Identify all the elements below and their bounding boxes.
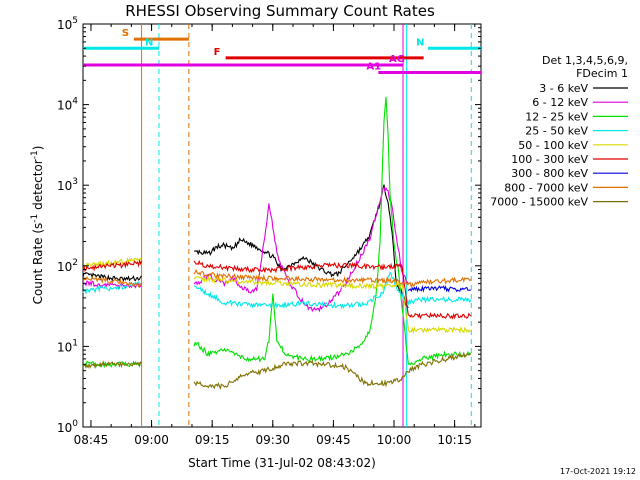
- x-tick-label-1: 09:00: [134, 433, 169, 447]
- y-axis-label-sup1: -1: [30, 214, 40, 223]
- y-tick-base-0: 10: [57, 421, 72, 435]
- plot-frame: [82, 23, 482, 428]
- legend-header-line2: FDecim 1: [576, 67, 628, 80]
- y-tick-exp-5: 5: [72, 16, 78, 26]
- y-axis-label-end: ): [31, 146, 45, 151]
- legend-entry-label-7: 800 - 7000 keV: [504, 181, 588, 194]
- y-tick-label-2: 102: [57, 258, 78, 274]
- legend-header-line1: Det 1,3,4,5,6,9,: [542, 54, 628, 67]
- y-axis-label: Count Rate (s-1 detector-1): [30, 146, 45, 305]
- y-axis-label-main: Count Rate (s: [31, 223, 45, 305]
- y-tick-exp-4: 4: [72, 97, 78, 107]
- flag-label-4: AG: [389, 54, 405, 65]
- y-tick-exp-3: 3: [72, 177, 78, 187]
- legend-entry-label-5: 100 - 300 keV: [511, 153, 588, 166]
- chart-title: RHESSI Observing Summary Count Rates: [125, 2, 435, 20]
- y-tick-exp-1: 1: [72, 338, 78, 348]
- series-lines: [82, 96, 472, 391]
- flag-label-0: S: [122, 28, 129, 39]
- legend-entry-label-8: 7000 - 15000 keV: [490, 196, 588, 209]
- y-axis-label-mid: detector: [31, 159, 45, 214]
- y-tick-base-2: 10: [57, 260, 72, 274]
- y-tick-base-5: 10: [57, 18, 72, 32]
- legend-entry-label-2: 12 - 25 keV: [525, 110, 588, 123]
- x-tick-label-4: 09:45: [316, 433, 351, 447]
- x-tick-label-3: 09:30: [255, 433, 290, 447]
- x-tick-label-2: 09:15: [195, 433, 230, 447]
- y-tick-label-5: 105: [57, 16, 78, 32]
- series-line-3: [82, 271, 472, 310]
- y-tick-base-1: 10: [57, 340, 72, 354]
- y-tick-exp-0: 0: [72, 419, 78, 429]
- flag-bars: S N N F AG A1: [83, 28, 481, 75]
- x-tick-label-5: 10:00: [377, 433, 412, 447]
- series-line-8: [82, 351, 471, 391]
- y-axis-label-sup2: -1: [30, 150, 40, 159]
- flag-label-3: F: [214, 47, 221, 58]
- series-line-0: [82, 184, 409, 309]
- x-tick-label-0: 08:45: [74, 433, 109, 447]
- series-line-5: [82, 258, 472, 320]
- series-line-7: [82, 268, 472, 289]
- flag-label-2: N: [416, 37, 424, 48]
- vertical-markers: [141, 24, 472, 427]
- y-tick-label-0: 100: [57, 419, 78, 435]
- series-line-2: [82, 96, 472, 369]
- legend-entry-label-6: 300 - 800 keV: [511, 167, 588, 180]
- x-axis-label: Start Time (31-Jul-02 08:43:02): [188, 456, 376, 470]
- y-tick-label-3: 103: [57, 177, 78, 193]
- legend-entry-label-0: 3 - 6 keV: [539, 82, 588, 95]
- y-tick-exp-2: 2: [72, 258, 78, 268]
- legend-entry-label-4: 50 - 100 keV: [518, 139, 588, 152]
- legend-entry-label-1: 6 - 12 keV: [532, 96, 588, 109]
- legend-entry-label-3: 25 - 50 keV: [525, 125, 588, 138]
- flag-label-1: N: [145, 37, 153, 48]
- generation-timestamp: 17-Oct-2021 19:12: [560, 467, 636, 476]
- series-line-6: [407, 284, 471, 293]
- y-tick-label-4: 104: [57, 97, 78, 113]
- y-tick-base-3: 10: [57, 179, 72, 193]
- x-tick-label-6: 10:15: [437, 433, 472, 447]
- y-tick-label-1: 101: [57, 338, 78, 354]
- flag-label-5: A1: [366, 62, 381, 73]
- y-tick-base-4: 10: [57, 99, 72, 113]
